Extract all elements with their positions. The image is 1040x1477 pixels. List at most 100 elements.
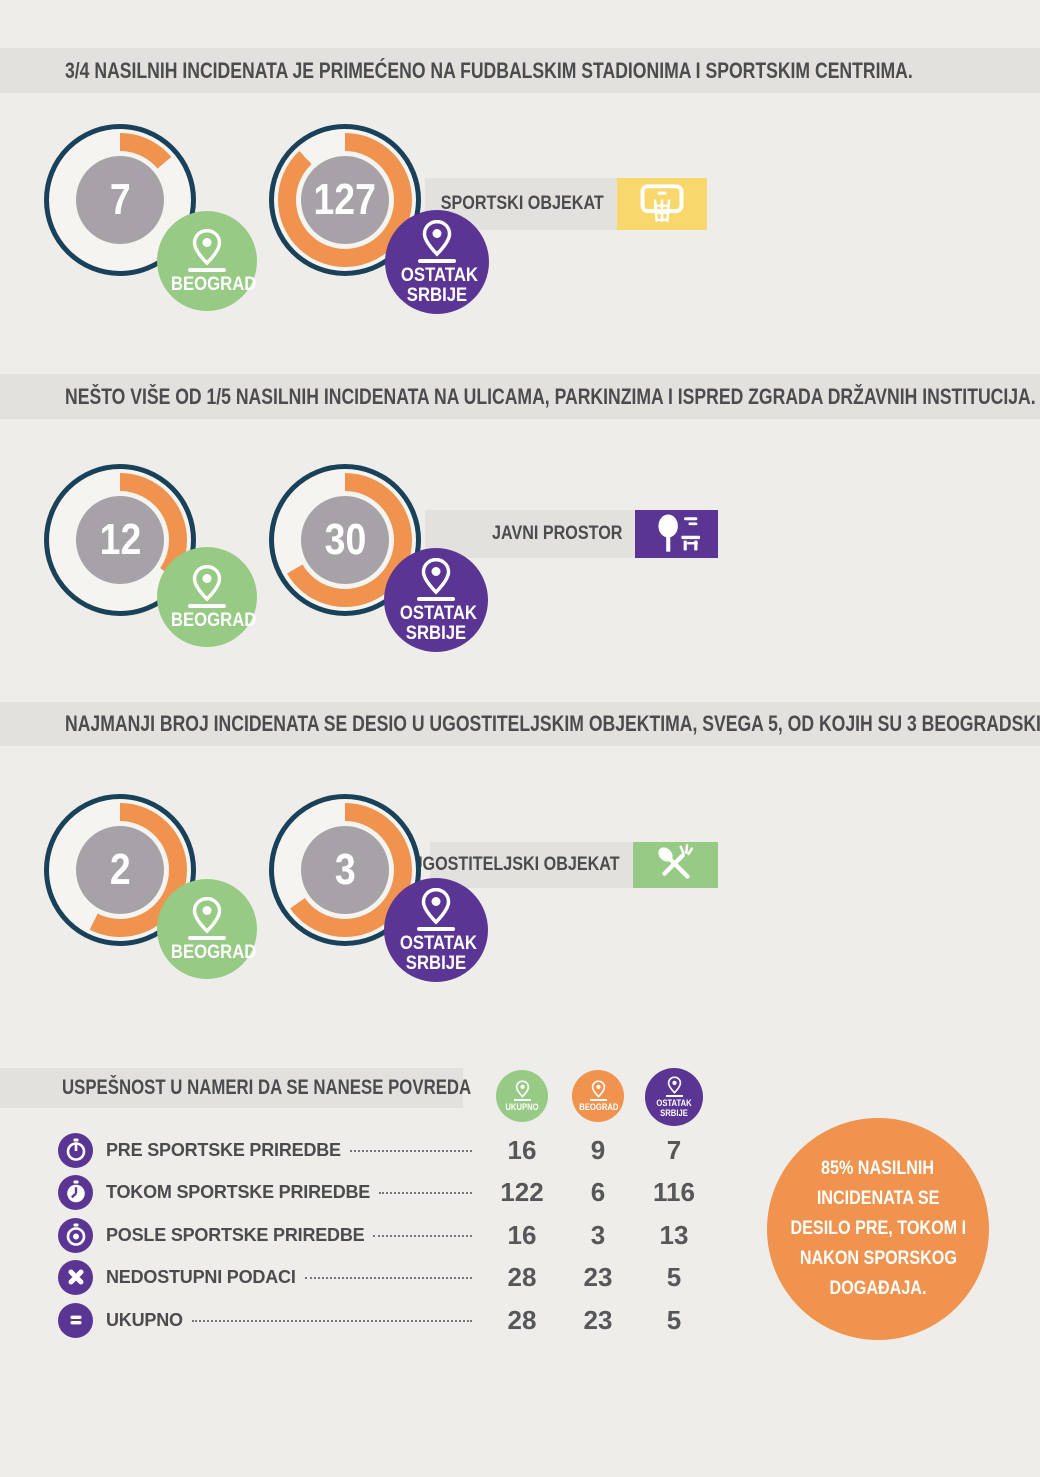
headline-text: NAJMANJI BROJ INCIDENATA SE DESIO U UGOS…	[65, 711, 1040, 736]
row-label: TOKOM SPORTSKE PRIREDBE	[106, 1181, 371, 1202]
cell-beograd: 23	[583, 1304, 613, 1335]
table-title-band: USPEŠNOST U NAMERI DA SE NANESE POVREDA	[0, 1068, 471, 1108]
dotted-leader	[191, 1320, 472, 1322]
row-label: POSLE SPORTSKE PRIREDBE	[106, 1224, 365, 1245]
donut-javni-beograd: 12	[44, 464, 196, 616]
location-pin-icon	[591, 1080, 606, 1098]
badge-beograd: BEOGRAD	[157, 547, 257, 647]
donut-center: 7	[71, 151, 169, 249]
column-label: UKUPNO	[505, 1102, 539, 1113]
table-row-nedostupni-podaci: NEDOSTUPNI PODACI 28 23 5	[58, 1259, 712, 1295]
badge-ostatak-srbije: OSTATAK SRBIJE	[385, 210, 489, 314]
location-pin-icon	[420, 557, 452, 595]
cell-ostatak: 13	[659, 1219, 689, 1250]
badge-beograd: BEOGRAD	[157, 879, 257, 979]
badge-divider	[417, 927, 455, 932]
donut-value: 3	[334, 845, 356, 894]
cell-ukupno: 122	[500, 1176, 544, 1207]
cell-beograd: 23	[583, 1261, 613, 1292]
donut-value: 127	[313, 175, 377, 224]
dotted-leader	[349, 1150, 472, 1152]
badge-divider	[418, 259, 456, 264]
cell-ukupno: 28	[507, 1304, 537, 1335]
category-label: JAVNI PROSTOR	[491, 523, 622, 544]
callout-line: DOGAĐAJA.	[829, 1278, 927, 1299]
table-row-pre-sportske-priredbe: PRE SPORTSKE PRIREDBE 16 9 7	[58, 1132, 712, 1168]
badge-label: BEOGRAD	[170, 941, 257, 963]
cell-beograd: 6	[590, 1176, 606, 1207]
stopwatch-stop-icon	[58, 1217, 93, 1253]
badge-ostatak-srbije: OSTATAK SRBIJE	[384, 878, 488, 982]
badge-label: OSTATAK SRBIJE	[400, 265, 479, 306]
column-header-ostatak-srbije: OSTATAK SRBIJE	[645, 1068, 703, 1126]
donut-sportski-beograd: 7	[44, 124, 196, 276]
location-pin-icon	[515, 1080, 530, 1098]
stopwatch-start-icon	[58, 1132, 93, 1168]
headline-text: NEŠTO VIŠE OD 1/5 NASILNIH INCIDENATA NA…	[65, 383, 1036, 409]
callout-85-percent: 85% NASILNIH INCIDENATA SE DESILO PRE, T…	[767, 1118, 989, 1340]
location-pin-icon	[191, 564, 223, 602]
table-row-tokom-sportske-priredbe: TOKOM SPORTSKE PRIREDBE 122 6 116	[58, 1174, 712, 1210]
donut-value: 30	[324, 515, 366, 564]
table-title: USPEŠNOST U NAMERI DA SE NANESE POVREDA	[62, 1076, 472, 1099]
category-label: SPORTSKI OBJEKAT	[440, 193, 604, 214]
donut-value: 7	[109, 175, 131, 224]
column-label: BEOGRAD	[579, 1102, 619, 1113]
donut-center: 12	[71, 491, 169, 589]
category-band-ugostiteljski: UGOSTITELJSKI OBJEKAT	[411, 842, 633, 888]
donut-center: 3	[296, 821, 394, 919]
badge-divider	[188, 603, 226, 608]
badge-beograd: BEOGRAD	[157, 211, 257, 311]
headline-band-sportski-objekat: 3/4 NASILNIH INCIDENATA JE PRIMEĆENO NA …	[0, 48, 1040, 93]
donut-ugostiteljski-ostatak: 3	[269, 794, 421, 946]
location-pin-icon	[191, 228, 223, 266]
location-pin-icon	[420, 887, 452, 925]
donut-center: 2	[71, 821, 169, 919]
category-label: UGOSTITELJSKI OBJEKAT	[411, 854, 620, 875]
callout-line: NAKON SPORSKOG	[799, 1248, 957, 1269]
table-row-ukupno: UKUPNO 28 23 5	[58, 1302, 712, 1338]
badge-label: BEOGRAD	[170, 273, 257, 295]
park-tree-bench-icon	[635, 510, 718, 558]
table-row-posle-sportske-priredbe: POSLE SPORTSKE PRIREDBE 16 3 13	[58, 1217, 712, 1253]
dotted-leader	[373, 1235, 472, 1237]
cell-ostatak: 5	[666, 1304, 682, 1335]
donut-value: 12	[99, 515, 141, 564]
cell-beograd: 9	[590, 1134, 606, 1165]
equals-icon	[58, 1302, 93, 1338]
category-band-javni-prostor: JAVNI PROSTOR	[425, 510, 635, 558]
cell-ukupno: 28	[507, 1261, 537, 1292]
location-pin-icon	[667, 1076, 682, 1094]
location-pin-icon	[421, 219, 453, 257]
donut-center: 127	[296, 151, 394, 249]
row-label: NEDOSTUPNI PODACI	[106, 1266, 296, 1287]
donut-center: 30	[296, 491, 394, 589]
badge-divider	[188, 935, 226, 940]
cross-icon	[58, 1259, 93, 1295]
badge-divider	[188, 267, 226, 272]
callout-line: 85% NASILNIH	[821, 1158, 935, 1179]
cell-ukupno: 16	[507, 1134, 537, 1165]
dotted-leader	[379, 1192, 472, 1194]
column-divider	[589, 1098, 607, 1102]
cell-ostatak: 5	[666, 1261, 682, 1292]
row-label: UKUPNO	[106, 1309, 183, 1330]
column-label: OSTATAK SRBIJE	[656, 1098, 692, 1118]
cell-ostatak: 7	[666, 1134, 682, 1165]
column-header-beograd: BEOGRAD	[572, 1070, 624, 1122]
badge-label: BEOGRAD	[170, 609, 257, 631]
dotted-leader	[304, 1277, 472, 1279]
row-label: PRE SPORTSKE PRIREDBE	[106, 1139, 341, 1160]
badge-label: OSTATAK SRBIJE	[399, 933, 478, 974]
column-header-ukupno: UKUPNO	[496, 1070, 548, 1122]
callout-line: DESILO PRE, TOKOM I	[790, 1218, 966, 1239]
cell-beograd: 3	[590, 1219, 606, 1250]
location-pin-icon	[191, 896, 223, 934]
stopwatch-running-icon	[58, 1174, 93, 1210]
column-divider	[513, 1098, 531, 1102]
column-divider	[665, 1094, 683, 1098]
donut-value: 2	[109, 845, 131, 894]
crossed-cutlery-icon	[633, 842, 718, 888]
callout-line: INCIDENATA SE	[816, 1188, 940, 1209]
